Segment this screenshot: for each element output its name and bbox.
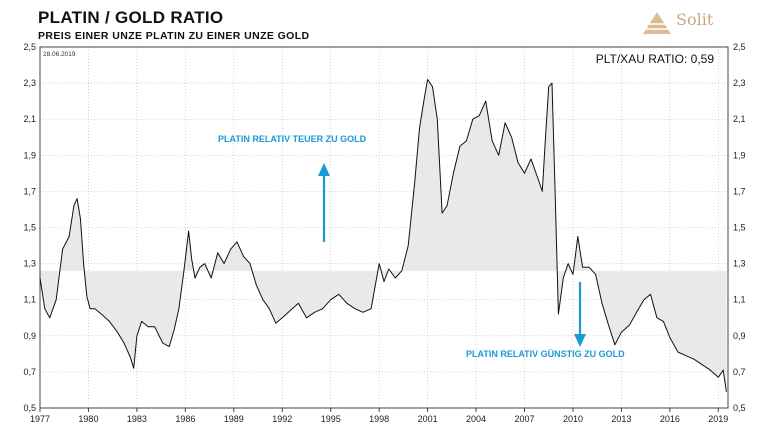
x-tick-label: 1992 bbox=[272, 414, 292, 424]
shade-layer bbox=[40, 79, 727, 392]
y-tick-label-right: 1,3 bbox=[733, 259, 746, 269]
x-tick-label: 2016 bbox=[660, 414, 680, 424]
y-tick-label-left: 2,5 bbox=[23, 42, 36, 52]
x-tick-label: 1977 bbox=[30, 414, 50, 424]
y-tick-label-right: 0,7 bbox=[733, 367, 746, 377]
x-tick-label: 2007 bbox=[514, 414, 534, 424]
grid-layer bbox=[39, 46, 728, 409]
x-tick-label: 1986 bbox=[175, 414, 195, 424]
annotation-cheap: PLATIN RELATIV GÜNSTIG ZU GOLD bbox=[466, 349, 625, 359]
x-tick-label: 1995 bbox=[321, 414, 341, 424]
x-tick-label: 1983 bbox=[127, 414, 147, 424]
x-tick-label: 2004 bbox=[466, 414, 486, 424]
deviation-shade bbox=[40, 79, 727, 392]
y-tick-label-right: 1,5 bbox=[733, 223, 746, 233]
x-tick-label: 1989 bbox=[224, 414, 244, 424]
y-tick-label-right: 1,1 bbox=[733, 295, 746, 305]
y-tick-label-right: 0,5 bbox=[733, 403, 746, 413]
y-tick-label-left: 1,5 bbox=[23, 223, 36, 233]
y-tick-label-left: 1,7 bbox=[23, 186, 36, 196]
x-tick-label: 2010 bbox=[563, 414, 583, 424]
y-tick-label-right: 0,9 bbox=[733, 331, 746, 341]
y-tick-label-left: 0,9 bbox=[23, 331, 36, 341]
date-label: 28.06.2019 bbox=[43, 51, 76, 58]
y-tick-label-left: 1,3 bbox=[23, 259, 36, 269]
y-tick-label-left: 0,7 bbox=[23, 367, 36, 377]
x-tick-label: 2019 bbox=[708, 414, 728, 424]
y-tick-label-left: 2,1 bbox=[23, 114, 36, 124]
annotation-expensive: PLATIN RELATIV TEUER ZU GOLD bbox=[218, 134, 367, 144]
tick-layer: 0,5 0,5 0,7 0,7 0,9 0,9 1,1 1,1 1,3 1,3 1,5 1,5 1,7 1… bbox=[23, 42, 745, 424]
ratio-label: PLT/XAU RATIO: 0,59 bbox=[596, 52, 715, 66]
y-tick-label-right: 1,7 bbox=[733, 186, 746, 196]
x-tick-label: 2001 bbox=[418, 414, 438, 424]
plot-frame bbox=[39, 46, 729, 409]
y-tick-label-right: 1,9 bbox=[733, 150, 746, 160]
ratio-series-line bbox=[39, 79, 727, 392]
arrow-up-head bbox=[318, 163, 330, 176]
y-tick-label-left: 0,5 bbox=[23, 403, 36, 413]
pyramid-logo-icon bbox=[643, 12, 671, 34]
y-tick-label-right: 2,3 bbox=[733, 78, 746, 88]
y-tick-label-right: 2,5 bbox=[733, 42, 746, 52]
chart-title: PLATIN / GOLD RATIO bbox=[38, 8, 224, 27]
arrow-down-head bbox=[574, 334, 586, 347]
y-tick-label-left: 1,1 bbox=[23, 295, 36, 305]
x-tick-label: 1980 bbox=[78, 414, 98, 424]
chart-subtitle: PREIS EINER UNZE PLATIN ZU EINER UNZE GO… bbox=[38, 30, 310, 42]
logo-text: Solit bbox=[676, 10, 714, 29]
arrow-up-icon bbox=[318, 163, 330, 242]
y-tick-label-right: 2,1 bbox=[733, 114, 746, 124]
line-layer bbox=[39, 79, 727, 392]
x-tick-label: 2013 bbox=[611, 414, 631, 424]
arrow-down-icon bbox=[574, 282, 586, 347]
y-tick-label-left: 2,3 bbox=[23, 78, 36, 88]
x-tick-label: 1998 bbox=[369, 414, 389, 424]
y-tick-label-left: 1,9 bbox=[23, 150, 36, 160]
